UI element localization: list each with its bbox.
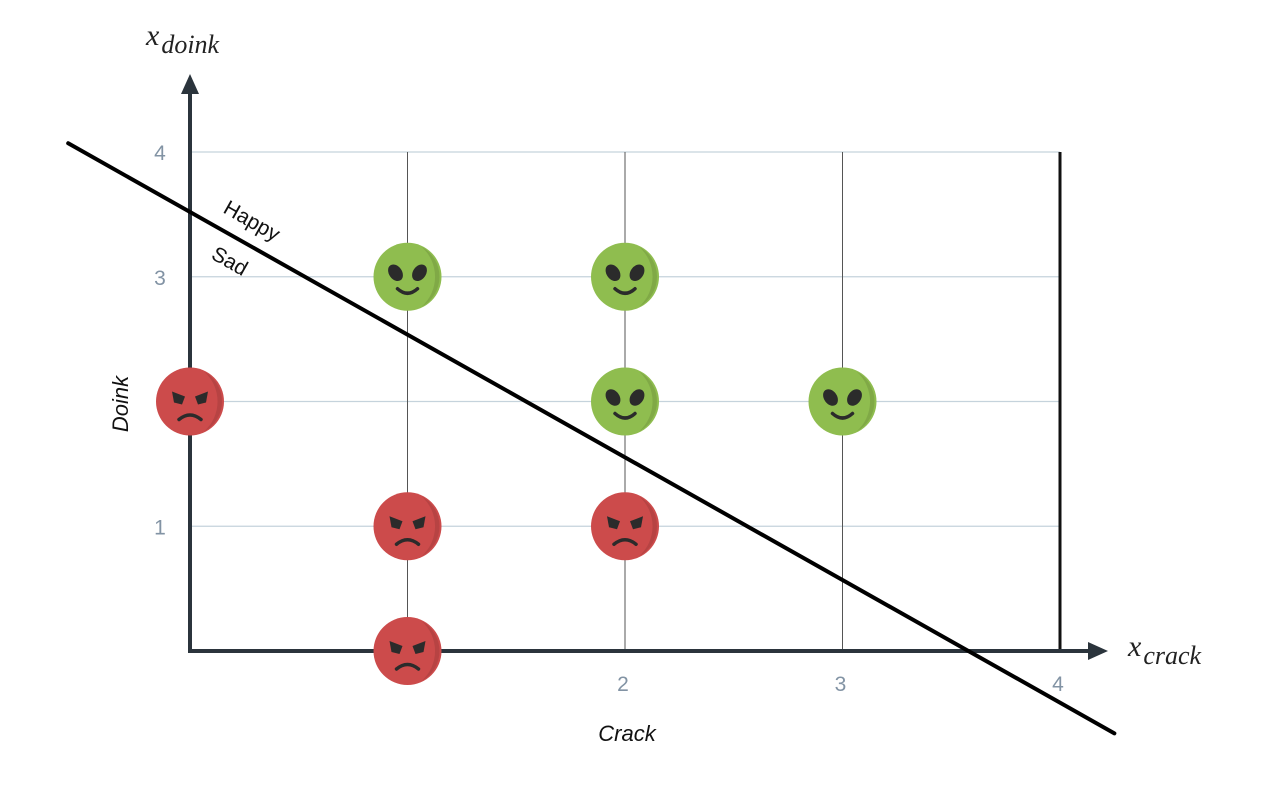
happy-alien-icon: [591, 367, 659, 436]
region-label-happy: Happy: [220, 196, 285, 246]
alien-smile: [613, 287, 637, 295]
y-tick-label: 1: [154, 516, 166, 539]
y-tick-label: 3: [154, 267, 166, 290]
angry-eye-right: [195, 391, 208, 405]
happy-alien-icon: [591, 242, 659, 311]
happy-alien-icon: [373, 242, 442, 311]
point-shade: [421, 496, 440, 557]
point-circle: [591, 242, 659, 311]
alien-eye-left: [605, 264, 621, 282]
y-variable-subscript: doink: [161, 30, 219, 59]
alien-eye-left: [605, 389, 621, 406]
point-shade: [639, 496, 657, 557]
angry-eye-left: [389, 641, 403, 654]
x-tick-label: 2: [617, 673, 629, 696]
point-circle: [808, 367, 877, 436]
x-variable-label: xcrack: [1127, 630, 1202, 670]
angry-eye-right: [412, 641, 426, 654]
point-circle: [373, 617, 442, 685]
x-variable-base: x: [1127, 630, 1142, 663]
angry-frown: [177, 413, 203, 422]
angry-eye-left: [607, 516, 620, 530]
alien-eye-right: [629, 264, 645, 282]
angry-frown: [394, 662, 421, 671]
y-variable-base: x: [145, 19, 160, 52]
alien-smile: [613, 411, 637, 420]
y-axis-title: Doink: [108, 375, 133, 432]
angry-eye-right: [412, 516, 426, 530]
angry-face-icon: [591, 492, 659, 561]
point-shade: [639, 246, 657, 307]
x-axis-arrow: [1088, 642, 1108, 660]
data-points: [156, 242, 877, 685]
angry-eye-left: [172, 391, 185, 405]
angry-face-icon: [156, 367, 224, 436]
alien-eye-left: [388, 264, 403, 282]
point-circle: [591, 367, 659, 436]
x-variable-subscript: crack: [1143, 641, 1201, 670]
point-shade: [421, 621, 440, 681]
y-axis-arrow: [181, 74, 199, 94]
x-tick-label: 4: [1052, 673, 1064, 696]
angry-eye-right: [630, 516, 643, 530]
region-label-sad: Sad: [208, 242, 252, 280]
angry-frown: [394, 538, 421, 546]
alien-eye-left: [823, 389, 838, 406]
x-tick-label: 3: [835, 673, 847, 696]
decision-boundary-line: [66, 141, 1117, 736]
point-shade: [204, 371, 222, 432]
point-shade: [856, 371, 875, 432]
point-circle: [373, 492, 442, 561]
point-circle: [156, 367, 224, 436]
y-tick-label: 4: [154, 142, 166, 165]
point-shade: [639, 371, 657, 432]
point-circle: [591, 492, 659, 561]
angry-face-icon: [373, 492, 442, 561]
angry-eye-left: [389, 516, 403, 530]
happy-alien-icon: [808, 367, 877, 436]
angry-frown: [612, 538, 638, 546]
alien-eye-right: [629, 389, 645, 406]
alien-smile: [830, 411, 855, 420]
point-circle: [373, 242, 442, 311]
point-shade: [421, 246, 440, 307]
x-axis-title: Crack: [598, 721, 656, 746]
y-variable-label: xdoink: [145, 19, 220, 59]
alien-smile: [395, 287, 420, 295]
alien-eye-right: [847, 389, 862, 406]
angry-face-icon: [373, 617, 442, 685]
alien-eye-right: [412, 264, 427, 282]
